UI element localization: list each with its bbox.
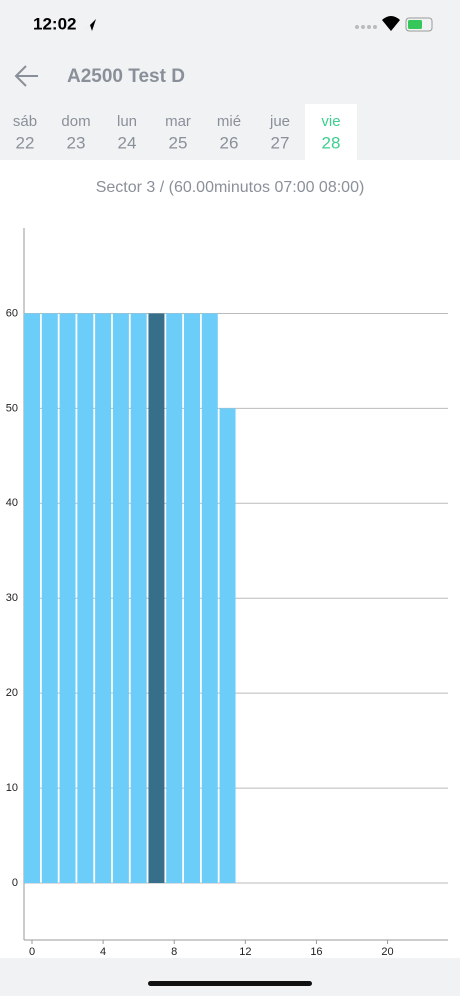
tab-day[interactable]: mié <box>217 113 241 130</box>
y-tick-label: 50 <box>6 402 18 414</box>
back-button[interactable] <box>14 65 38 87</box>
bar[interactable] <box>184 313 200 884</box>
tab-date[interactable]: 26 <box>220 133 239 152</box>
tab-date[interactable]: 27 <box>271 133 290 152</box>
tab-day[interactable]: lun <box>117 113 137 130</box>
x-tick-label: 20 <box>381 946 393 958</box>
tab-day[interactable]: jue <box>269 113 290 130</box>
tab-day[interactable]: dom <box>61 113 90 130</box>
wifi-icon <box>382 16 400 31</box>
bar[interactable] <box>24 313 40 884</box>
home-indicator <box>148 981 312 986</box>
header-background <box>0 0 460 160</box>
y-tick-label: 60 <box>6 307 18 319</box>
x-tick-label: 8 <box>171 946 177 958</box>
tab-date[interactable]: 24 <box>118 133 137 152</box>
y-tick-label: 40 <box>6 497 18 509</box>
selected-tab-background <box>305 104 357 160</box>
y-tick-label: 20 <box>6 687 18 699</box>
status-time: 12:02 <box>33 14 76 33</box>
tab-date[interactable]: 28 <box>322 133 341 152</box>
bar[interactable] <box>166 313 183 884</box>
x-tick-label: 12 <box>239 946 251 958</box>
bar[interactable] <box>219 408 236 884</box>
tab-date[interactable]: 22 <box>16 133 35 152</box>
bar[interactable] <box>95 313 112 884</box>
footer-background <box>0 958 460 996</box>
bar[interactable] <box>130 313 147 884</box>
battery-icon <box>405 17 433 32</box>
bar[interactable] <box>59 313 76 884</box>
tab-day[interactable]: mar <box>165 113 191 130</box>
battery-level <box>408 20 422 29</box>
x-tick-label: 4 <box>100 946 106 958</box>
y-tick-label: 10 <box>6 782 18 794</box>
location-icon <box>85 19 96 31</box>
bar[interactable] <box>77 313 94 884</box>
bar[interactable] <box>148 313 165 884</box>
tab-date[interactable]: 23 <box>67 133 86 152</box>
header-title: A2500 Test D <box>67 66 185 87</box>
bar[interactable] <box>41 313 58 884</box>
bar[interactable] <box>112 313 129 884</box>
signal-icon <box>355 25 377 29</box>
subtitle: Sector 3 / (60.00minutos 07:00 08:00) <box>96 179 365 196</box>
tab-day[interactable]: vie <box>321 113 340 130</box>
x-tick-label: 0 <box>29 946 35 958</box>
tab-date[interactable]: 25 <box>169 133 188 152</box>
y-tick-label: 0 <box>12 877 18 889</box>
bar[interactable] <box>201 313 218 884</box>
y-tick-label: 30 <box>6 592 18 604</box>
x-tick-label: 16 <box>310 946 322 958</box>
tab-day[interactable]: sáb <box>13 113 37 130</box>
